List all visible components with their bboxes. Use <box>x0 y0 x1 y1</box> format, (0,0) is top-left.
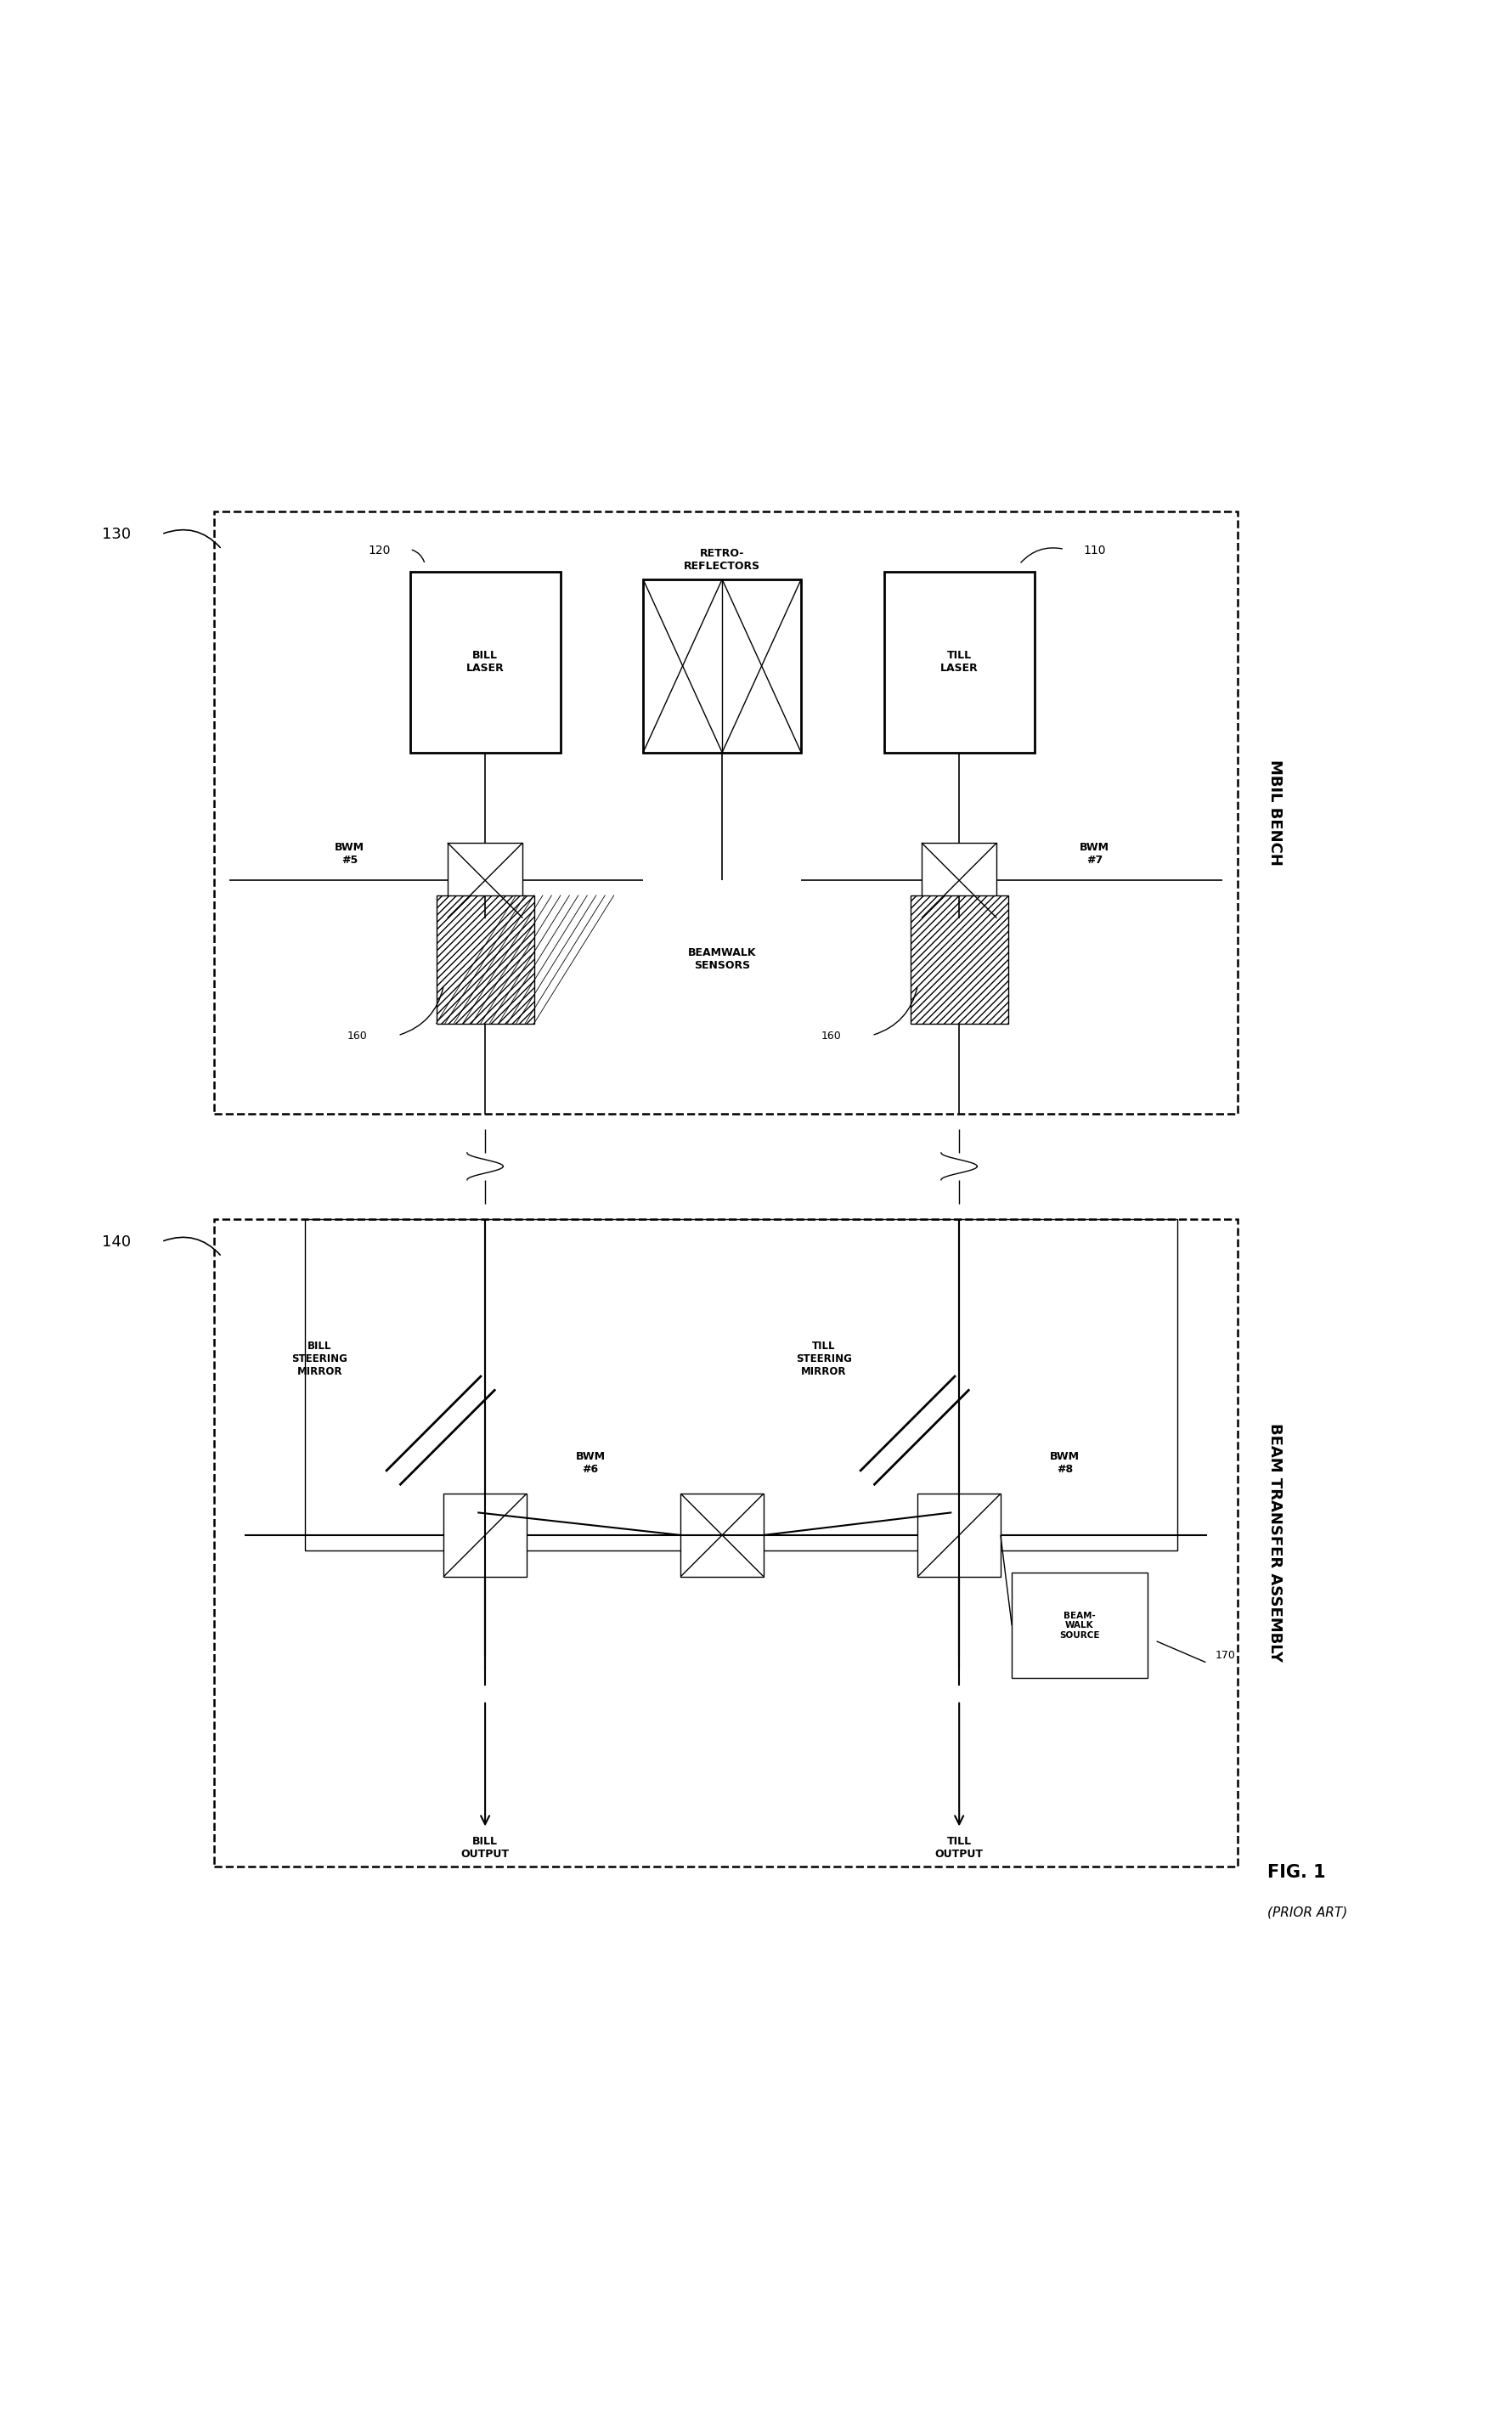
Bar <box>443 1493 526 1577</box>
Bar <box>1012 1573 1148 1679</box>
Bar <box>410 572 561 754</box>
Bar <box>215 511 1238 1115</box>
Text: BWM
#7: BWM #7 <box>1080 841 1110 865</box>
Bar <box>680 1493 764 1577</box>
Bar <box>435 897 534 1023</box>
Text: 170: 170 <box>1216 1650 1235 1662</box>
Bar <box>921 843 996 918</box>
Text: TILL
OUTPUT: TILL OUTPUT <box>934 1837 983 1861</box>
Bar <box>910 897 1009 1023</box>
Bar <box>304 1219 1178 1551</box>
Bar <box>435 897 534 1023</box>
Text: BWM
#6: BWM #6 <box>576 1451 605 1476</box>
Text: 120: 120 <box>369 545 392 557</box>
Text: BWM
#5: BWM #5 <box>334 841 364 865</box>
Text: FIG. 1: FIG. 1 <box>1267 1863 1326 1880</box>
Text: 110: 110 <box>1084 545 1105 557</box>
Bar <box>918 1493 1001 1577</box>
Bar <box>215 1219 1238 1866</box>
Bar <box>910 897 1009 1023</box>
Text: BEAM-
WALK
SOURCE: BEAM- WALK SOURCE <box>1060 1611 1099 1640</box>
Bar <box>448 843 523 918</box>
Text: BEAM TRANSFER ASSEMBLY: BEAM TRANSFER ASSEMBLY <box>1267 1422 1282 1662</box>
Text: 160: 160 <box>348 1030 367 1042</box>
Text: MBIL BENCH: MBIL BENCH <box>1267 758 1282 865</box>
Text: TILL
LASER: TILL LASER <box>940 649 978 674</box>
Bar <box>643 579 801 754</box>
Bar <box>885 572 1034 754</box>
Text: (PRIOR ART): (PRIOR ART) <box>1267 1907 1347 1919</box>
Text: TILL
STEERING
MIRROR: TILL STEERING MIRROR <box>795 1340 851 1376</box>
Text: 140: 140 <box>101 1233 132 1250</box>
Text: BEAMWALK
SENSORS: BEAMWALK SENSORS <box>688 947 756 972</box>
Text: 130: 130 <box>101 526 132 543</box>
Text: BILL
STEERING
MIRROR: BILL STEERING MIRROR <box>292 1340 348 1376</box>
Text: BILL
LASER: BILL LASER <box>466 649 503 674</box>
Text: RETRO-
REFLECTORS: RETRO- REFLECTORS <box>683 548 761 572</box>
Text: BWM
#8: BWM #8 <box>1049 1451 1080 1476</box>
Text: 160: 160 <box>821 1030 841 1042</box>
Text: BILL
OUTPUT: BILL OUTPUT <box>461 1837 510 1861</box>
